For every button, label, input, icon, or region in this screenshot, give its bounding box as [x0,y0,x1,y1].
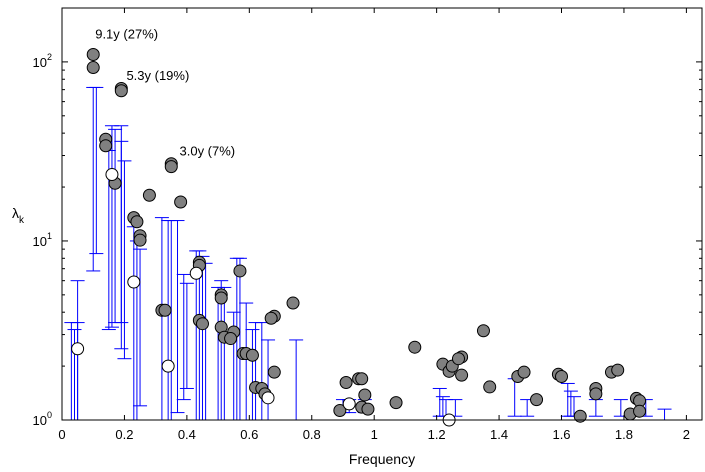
filled-point [142,188,156,202]
annotations: 9.1y (27%) 5.3y (19%) 3.0y (7%) [95,27,235,159]
filled-point [214,291,228,305]
x-tick-label: 0 [58,427,65,442]
filled-point [517,365,531,379]
annotation-label: 5.3y (19%) [126,68,189,83]
filled-point [114,84,128,98]
x-tick-label: 1.8 [615,427,633,442]
y-tick-label: 100 [33,410,52,428]
filled-point [99,139,113,153]
filled-point [589,387,603,401]
filled-point [339,375,353,389]
open-point [342,397,356,411]
x-axis-label: Frequency [349,451,415,467]
filled-point [555,369,569,383]
open-point [71,342,85,356]
y-tick-label: 101 [33,231,52,249]
annotation-label: 3.0y (7%) [180,144,236,159]
filled-point [358,388,372,402]
open-point [189,266,203,280]
filled-point [633,404,647,418]
filled-point [224,332,238,346]
x-tick-label: 0.8 [303,427,321,442]
y-axis-label: λk [12,205,25,226]
filled-point [264,311,278,325]
filled-point [174,195,188,209]
x-tick-label: 0.4 [178,427,196,442]
y-axis-label-subscript: k [19,215,25,226]
y-tick-label: 102 [33,52,52,70]
filled-point [455,368,469,382]
filled-point [355,372,369,386]
filled-point [483,380,497,394]
filled-point [130,215,144,229]
x-tick-label: 0.2 [115,427,133,442]
x-axis-ticks: 0 0.2 0.4 0.6 0.8 1 1.2 1.4 1.6 1.8 2 [58,8,690,442]
open-point [105,168,119,182]
open-point [161,359,175,373]
filled-point [286,296,300,310]
x-tick-label: 1 [371,427,378,442]
filled-point [361,402,375,416]
filled-point [333,403,347,417]
filled-point [573,409,587,423]
x-tick-label: 2 [683,427,690,442]
y-axis-ticks: 100 101 102 [33,7,702,428]
data-points [71,47,647,427]
filled-point [245,348,259,362]
filled-point [451,352,465,366]
filled-point [164,160,178,174]
x-tick-label: 0.6 [240,427,258,442]
open-point [127,275,141,289]
error-bars [64,86,672,420]
filled-point [86,47,100,61]
filled-point [611,363,625,377]
filled-point [233,264,247,278]
filled-point [389,396,403,410]
filled-point [158,303,172,317]
filled-point [408,340,422,354]
x-tick-label: 1.4 [490,427,508,442]
open-point [261,391,275,405]
y-axis-label-main: λ [12,205,19,221]
plot-frame [61,7,703,421]
filled-point [195,317,209,331]
filled-point [530,393,544,407]
annotation-label: 9.1y (27%) [95,27,158,42]
x-tick-label: 1.2 [428,427,446,442]
filled-point [267,365,281,379]
filled-point [133,233,147,247]
x-tick-label: 1.6 [552,427,570,442]
filled-point [86,61,100,75]
filled-point [476,324,490,338]
